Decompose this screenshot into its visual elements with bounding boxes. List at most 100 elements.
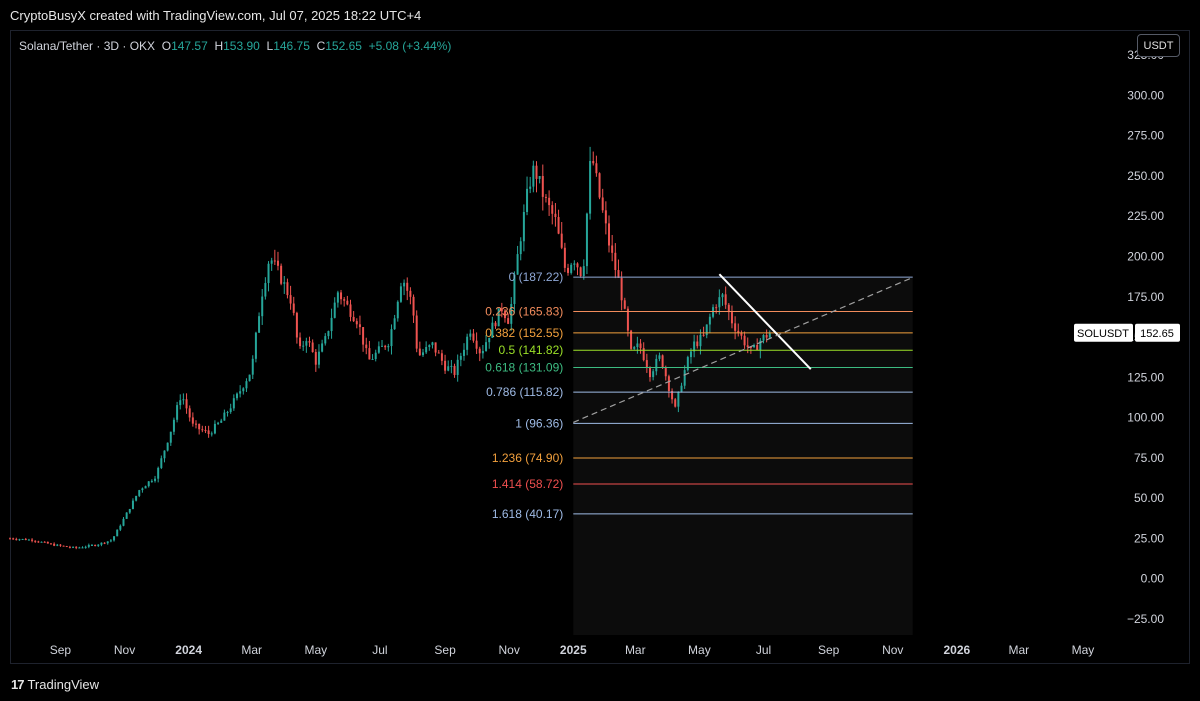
candle-body: [21, 538, 24, 540]
candle-body: [381, 345, 384, 347]
candle-body: [12, 538, 15, 540]
candle-body: [526, 188, 529, 213]
price-tick-label: 0.00: [1141, 572, 1165, 586]
candle-body: [355, 321, 358, 325]
candle-body: [667, 376, 670, 392]
open-label: O: [161, 39, 172, 53]
candle-body: [94, 544, 97, 546]
candle-body: [743, 335, 746, 346]
fib-background: [573, 277, 913, 635]
candle-body: [220, 420, 223, 423]
candle-body: [440, 353, 443, 361]
candle-body: [333, 302, 336, 318]
candle-body: [131, 500, 134, 509]
currency-button[interactable]: USDT: [1137, 34, 1180, 57]
candle-body: [314, 352, 317, 365]
candle-body: [188, 408, 191, 418]
high-value: 153.90: [223, 39, 260, 53]
candle-body: [18, 539, 21, 541]
candle-body: [198, 423, 201, 430]
candle-body: [626, 308, 629, 331]
candle-body: [418, 348, 421, 356]
time-tick-label: Mar: [241, 643, 262, 657]
candle-body: [147, 481, 150, 487]
candle-body: [267, 263, 270, 284]
candle-body: [299, 337, 302, 347]
fib-levels: 0 (187.22) 0.236 (165.83) 0.382 (152.55) 0.…: [485, 270, 913, 521]
candle-body: [396, 301, 399, 319]
candle-body: [68, 546, 71, 548]
symbol-legend: Solana/Tether · 3D · OKX O147.57 H153.90…: [19, 39, 451, 53]
fib-label-1.236: 1.236 (74.90): [492, 451, 563, 465]
candle-body: [368, 348, 371, 360]
candle-body: [611, 245, 614, 253]
candle-body: [157, 467, 160, 479]
candle-body: [251, 358, 254, 375]
candle-body: [185, 399, 188, 409]
price-tick-label: 300.00: [1127, 88, 1164, 102]
fib-label-1: 1 (96.36): [515, 416, 563, 430]
candle-body: [746, 345, 749, 348]
candle-body: [655, 358, 658, 372]
candle-body: [365, 344, 368, 349]
candle-body: [456, 359, 459, 375]
candle-body: [87, 545, 90, 547]
high-label: H: [214, 39, 224, 53]
price-tick-label: 200.00: [1127, 249, 1164, 263]
fib-label-0.5: 0.5 (141.82): [499, 343, 564, 357]
candle-body: [519, 241, 522, 255]
price-tick-label: 175.00: [1127, 290, 1164, 304]
candle-body: [671, 391, 674, 400]
candle-body: [195, 423, 198, 425]
candle-body: [544, 196, 547, 198]
candle-body: [677, 391, 680, 407]
fib-label-1.618: 1.618 (40.17): [492, 507, 563, 521]
candle-body: [513, 274, 516, 305]
candle-body: [254, 332, 257, 359]
candle-body: [689, 351, 692, 358]
candle-body: [154, 478, 157, 481]
price-tag-box: [1135, 323, 1180, 342]
tradingview-logo[interactable]: 17 TradingView: [11, 677, 99, 692]
candle-body: [762, 334, 765, 341]
price-tick-label: 225.00: [1127, 209, 1164, 223]
candle-body: [223, 412, 226, 421]
candle-body: [374, 352, 377, 359]
candle-body: [258, 316, 261, 333]
last-price-tag: SOLUSDT 152.65: [1074, 323, 1180, 342]
candle-body: [462, 349, 465, 356]
candle-body: [116, 529, 119, 537]
candle-body: [604, 210, 607, 224]
candle-body: [384, 345, 387, 348]
candle-body: [261, 296, 264, 317]
candle-body: [179, 400, 182, 406]
candle-body: [144, 486, 147, 489]
candle-body: [65, 546, 68, 548]
candle-body: [84, 546, 87, 548]
candle-body: [191, 417, 194, 424]
candle-body: [295, 312, 298, 338]
candle-body: [727, 304, 730, 313]
attribution-text: CryptoBusyX created with TradingView.com…: [10, 8, 422, 23]
candle-body: [321, 343, 324, 352]
candle-body: [696, 341, 699, 347]
candle-body: [349, 304, 352, 317]
candle-body: [699, 334, 702, 347]
candle-body: [119, 525, 122, 530]
time-axis[interactable]: Sep Nov 2024 Mar May Jul Sep Nov 2025 Mar May Jul Se…: [50, 643, 1095, 657]
candle-body: [406, 282, 409, 291]
candle-body: [507, 318, 510, 324]
candle-body: [106, 541, 109, 544]
candle-body: [481, 350, 484, 354]
candle-body: [636, 343, 639, 348]
symbol-tag-label: SOLUSDT: [1077, 328, 1129, 340]
candle-body: [97, 544, 100, 546]
candle-body: [459, 355, 462, 360]
candle-body: [702, 334, 705, 336]
candle-body: [49, 543, 52, 545]
candle-body: [232, 398, 235, 409]
time-tick-label: May: [304, 643, 327, 657]
candle-body: [412, 296, 415, 316]
candle-body: [434, 342, 437, 353]
